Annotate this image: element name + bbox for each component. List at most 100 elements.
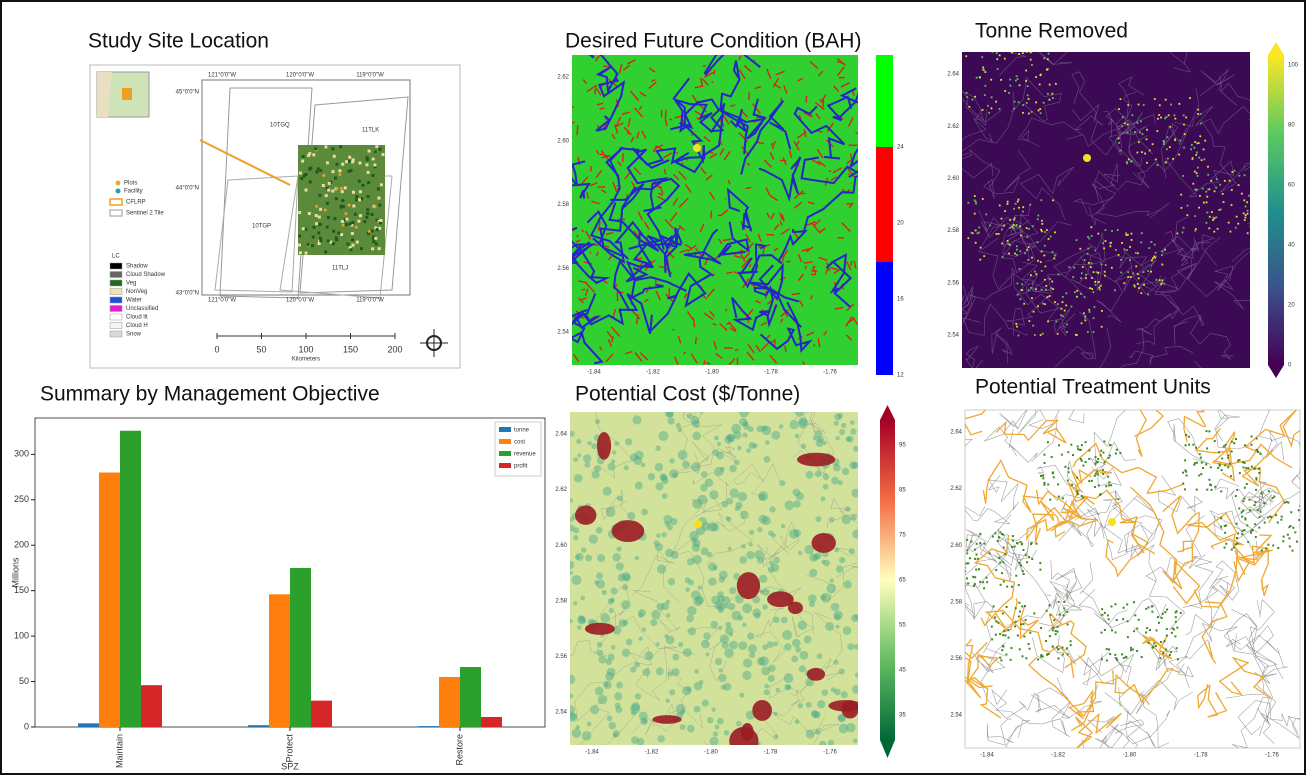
- map-dot: [738, 492, 747, 501]
- map-dot: [966, 96, 968, 98]
- map-dot: [1197, 113, 1199, 115]
- map-dot: [1212, 217, 1214, 219]
- map-dot: [974, 195, 976, 197]
- map-dot: [717, 442, 721, 446]
- map-dot: [1149, 629, 1151, 631]
- map-dot: [1037, 260, 1039, 262]
- map-dot: [975, 242, 977, 244]
- map-dot: [1004, 90, 1006, 92]
- map-dot: [1134, 131, 1136, 133]
- map-dot: [1238, 184, 1240, 186]
- texture: [371, 230, 374, 233]
- map-dot: [1018, 53, 1020, 55]
- map-dot: [1200, 123, 1202, 125]
- map-dot: [717, 718, 724, 725]
- map-dot: [1074, 291, 1076, 293]
- y-tick-label: 2.54: [557, 330, 569, 336]
- legend-swatch: [110, 323, 122, 329]
- map-dot: [978, 227, 980, 229]
- map-dot: [729, 641, 738, 650]
- map-dot: [616, 546, 621, 551]
- map-dot: [1030, 274, 1032, 276]
- map-dot: [1162, 613, 1164, 615]
- texture: [350, 248, 353, 251]
- map-dot: [1227, 466, 1229, 468]
- map-dot: [1154, 257, 1156, 259]
- map-dot: [1182, 483, 1184, 485]
- map-dot: [992, 535, 994, 537]
- map-dot: [1246, 524, 1248, 526]
- map-dot: [1137, 273, 1139, 275]
- map-dot: [584, 462, 590, 468]
- map-dot: [1174, 118, 1176, 120]
- map-dot: [1160, 283, 1162, 285]
- map-dot: [1097, 473, 1099, 475]
- map-dot: [1054, 231, 1056, 233]
- map-dot: [1146, 129, 1148, 131]
- texture: [301, 160, 304, 163]
- map-dot: [1048, 604, 1050, 606]
- map-dot: [983, 543, 985, 545]
- colorbar: [876, 147, 893, 262]
- map-dot: [1015, 607, 1017, 609]
- texture: [363, 220, 366, 223]
- map-dot: [701, 547, 709, 555]
- map-dot: [1169, 126, 1171, 128]
- map-dot: [1088, 238, 1090, 240]
- map-dot: [970, 541, 972, 543]
- map-dot: [1045, 289, 1047, 291]
- texture: [374, 237, 377, 240]
- map-dot: [1015, 225, 1017, 227]
- map-dot: [1187, 205, 1189, 207]
- y-tick-label: 2.64: [947, 72, 959, 78]
- map-dot: [1220, 490, 1222, 492]
- map-dot: [1246, 483, 1248, 485]
- map-dot: [1032, 325, 1034, 327]
- legend-swatch: [110, 263, 122, 269]
- map-dot: [982, 67, 984, 69]
- legend-swatch: [110, 314, 122, 320]
- map-dot: [1051, 456, 1053, 458]
- map-dot: [967, 202, 969, 204]
- texture: [317, 231, 320, 234]
- map-dot: [994, 532, 996, 534]
- map-dot: [1143, 271, 1145, 273]
- map-dot: [815, 516, 821, 522]
- map-dot: [1206, 201, 1208, 203]
- map-dot: [1195, 228, 1197, 230]
- map-dot: [1013, 227, 1015, 229]
- map-dot: [1022, 112, 1024, 114]
- map-dot: [823, 484, 829, 490]
- map-dot: [1090, 266, 1092, 268]
- texture: [305, 189, 308, 192]
- lon-label: 120°0'0"W: [286, 73, 314, 79]
- map-dot: [1203, 158, 1205, 160]
- map-dot: [676, 704, 686, 714]
- map-dot: [1062, 296, 1064, 298]
- map-dot: [1199, 135, 1201, 137]
- texture: [355, 226, 358, 229]
- map-dot: [1249, 509, 1251, 511]
- map-dot: [1205, 463, 1207, 465]
- scale-label: 100: [298, 344, 313, 354]
- map-dot: [997, 622, 999, 624]
- legend-swatch: [110, 272, 122, 278]
- map-dot: [1166, 148, 1168, 150]
- y-tick-label: 2.58: [555, 598, 567, 604]
- map-dot: [635, 451, 644, 460]
- texture: [348, 160, 351, 163]
- map-dot: [1264, 522, 1266, 524]
- map-dot: [991, 638, 993, 640]
- colorbar: [880, 420, 895, 740]
- map-dot: [687, 606, 697, 616]
- map-dot: [669, 458, 675, 464]
- map-dot: [846, 436, 851, 441]
- map-dot: [838, 480, 843, 485]
- map-blob: [788, 602, 803, 614]
- map-dot: [1028, 98, 1030, 100]
- map-dot: [749, 542, 753, 546]
- map-dot: [1198, 475, 1200, 477]
- map-dot: [981, 56, 983, 58]
- map-dot: [1041, 289, 1043, 291]
- map-dot: [1052, 629, 1054, 631]
